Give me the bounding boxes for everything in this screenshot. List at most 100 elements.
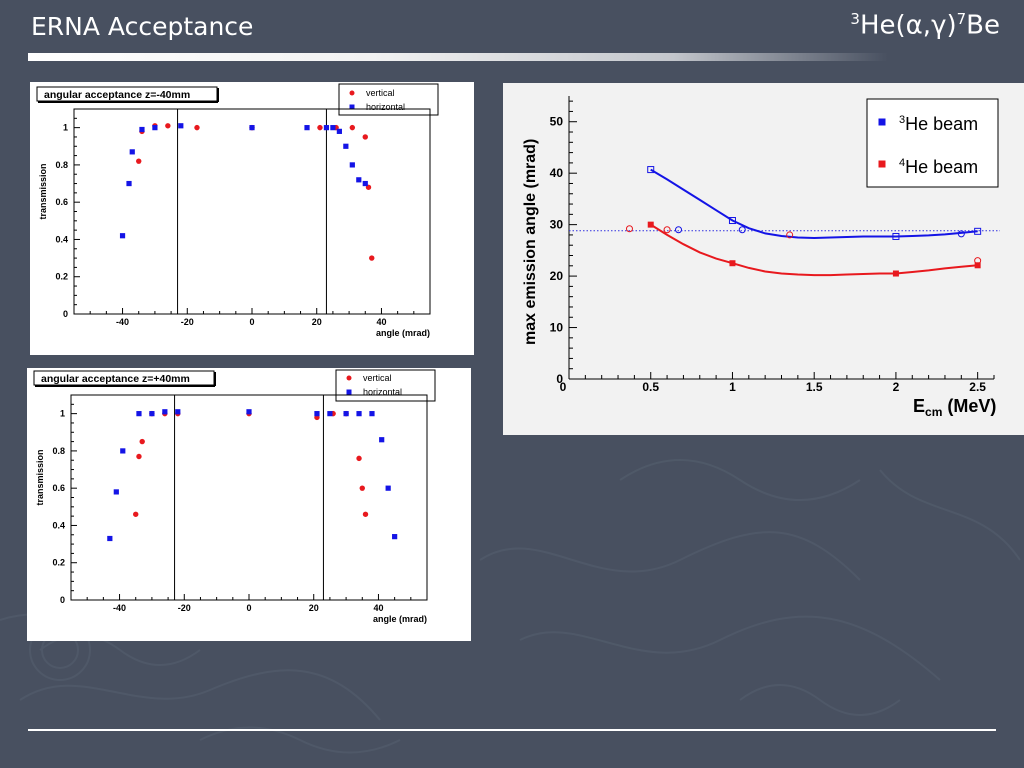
data-point-horizontal xyxy=(327,411,333,417)
reaction-title: 3He(α,γ)7Be xyxy=(850,10,1000,41)
data-point-horizontal xyxy=(149,411,155,417)
data-point-3He beam xyxy=(974,227,982,235)
data-point-vertical xyxy=(359,485,365,491)
y-tick-label: 0.2 xyxy=(55,272,68,282)
reaction-right: ) xyxy=(946,10,957,41)
y-axis-label: transmission xyxy=(38,163,48,219)
data-point-vertical xyxy=(356,455,362,462)
y-tick-label: 0.8 xyxy=(52,446,65,456)
data-point-vertical xyxy=(136,158,142,164)
data-point-vertical xyxy=(165,123,171,129)
plot-title: angular acceptance z=-40mm xyxy=(44,89,190,101)
data-point-horizontal xyxy=(119,233,126,239)
legend-label-vertical: vertical xyxy=(366,88,395,98)
y-tick-label: 10 xyxy=(550,321,564,335)
legend-marker-vertical xyxy=(349,90,355,96)
x-tick-label: 20 xyxy=(312,317,322,327)
data-point-horizontal xyxy=(126,180,132,187)
plot-frame xyxy=(70,394,428,601)
data-point-horizontal xyxy=(178,123,184,129)
y-tick-label: 0.4 xyxy=(55,234,68,244)
fit-curve-3He beam xyxy=(650,168,978,240)
legend: vertical horizontal xyxy=(338,83,439,116)
data-point-horizontal xyxy=(249,125,255,131)
data-point-horizontal xyxy=(175,409,181,415)
plot-frame xyxy=(73,108,431,315)
data-point-horizontal xyxy=(314,411,320,417)
legend-marker-horizontal xyxy=(346,389,352,395)
data-point-4He open circles xyxy=(663,226,671,234)
data-point-4He beam xyxy=(647,221,654,228)
data-point-horizontal xyxy=(349,162,355,168)
title-box: angular acceptance z=-40mm xyxy=(36,86,219,103)
x-axis-label: Ecm (MeV) xyxy=(913,396,996,419)
x-tick-label: 0 xyxy=(246,603,251,613)
x-tick-label: 40 xyxy=(376,317,386,327)
title-underline xyxy=(28,53,888,61)
y-axis-label: transmission xyxy=(35,449,45,505)
legend-label-4he: 4He beam xyxy=(899,157,978,177)
data-point-horizontal xyxy=(379,437,385,443)
bottom-divider xyxy=(28,729,996,731)
data-point-horizontal xyxy=(304,125,310,131)
x-tick-label: 0.5 xyxy=(642,380,659,394)
data-point-3He beam xyxy=(892,232,900,240)
legend-label-vertical: vertical xyxy=(363,373,392,383)
data-point-4He open circles xyxy=(625,225,633,233)
data-point-4He open circles xyxy=(974,257,982,265)
data-point-vertical xyxy=(139,438,145,445)
data-point-vertical xyxy=(362,511,369,517)
reaction-alpha: α xyxy=(905,10,923,41)
x-tick-label: 1.5 xyxy=(806,380,823,394)
y-tick-label: 0.6 xyxy=(55,197,68,207)
data-point-horizontal xyxy=(385,485,391,491)
data-point-horizontal xyxy=(107,535,113,542)
data-point-4He open circles xyxy=(786,231,794,239)
x-tick-label: -40 xyxy=(116,317,129,327)
data-point-3He beam xyxy=(647,166,655,174)
x-tick-label: -20 xyxy=(181,317,194,327)
x-tick-label: 2 xyxy=(893,380,900,394)
reaction-gamma: γ xyxy=(931,10,947,41)
data-point-vertical xyxy=(136,453,142,460)
data-point-4He beam xyxy=(892,270,899,277)
data-point-horizontal xyxy=(356,411,362,417)
y-tick-label: 0 xyxy=(556,372,563,386)
data-point-3He open circles xyxy=(738,226,746,234)
x-tick-label: -20 xyxy=(178,603,191,613)
y-tick-label: 20 xyxy=(550,269,564,283)
acceptance-plot-plus40-svg: angular acceptance z=+40mm vertical hori… xyxy=(33,369,436,624)
legend-marker-vertical xyxy=(346,375,352,381)
x-axis-label: angle (mrad) xyxy=(373,614,427,624)
data-point-horizontal xyxy=(369,411,375,417)
y-tick-label: 30 xyxy=(550,218,564,232)
data-point-3He beam xyxy=(728,217,736,225)
x-tick-label: 20 xyxy=(309,603,319,613)
y-axis-label: max emission angle (mrad) xyxy=(522,139,539,345)
y-tick-label: 40 xyxy=(550,166,564,180)
data-point-horizontal xyxy=(362,180,368,187)
y-tick-label: 50 xyxy=(550,115,564,129)
plot-area: -40 -20 0 20 40 0 0.2 0.4 0.6 0.8 1 angle (mrad) tra… xyxy=(35,394,428,624)
data-point-vertical xyxy=(349,124,356,131)
data-point-vertical xyxy=(194,124,200,131)
reaction-product: Be xyxy=(966,10,1000,41)
emission-angle-plot-svg: 0 0.5 1 1.5 2 2.5 10 20 30 40 50 0 3He beam 4He bea… xyxy=(522,96,1000,419)
reaction-left: He( xyxy=(859,10,906,41)
x-axis-label: angle (mrad) xyxy=(376,328,430,338)
data-point-horizontal xyxy=(336,128,342,134)
data-point-horizontal xyxy=(330,125,336,131)
data-point-horizontal xyxy=(152,125,158,131)
legend-label-3he: 3He beam xyxy=(899,114,978,134)
title-box: angular acceptance z=+40mm xyxy=(33,370,216,387)
data-point-horizontal xyxy=(136,411,142,417)
x-tick-label: 2.5 xyxy=(969,380,986,394)
data-point-horizontal xyxy=(356,177,362,183)
data-point-horizontal xyxy=(129,149,135,155)
data-point-horizontal xyxy=(343,411,349,417)
y-tick-label: 0 xyxy=(60,595,65,605)
acceptance-plot-plus40: angular acceptance z=+40mm vertical hori… xyxy=(27,368,471,641)
data-point-3He open circles xyxy=(957,230,965,238)
legend-marker-4he xyxy=(878,160,886,168)
data-point-4He beam xyxy=(974,262,981,269)
